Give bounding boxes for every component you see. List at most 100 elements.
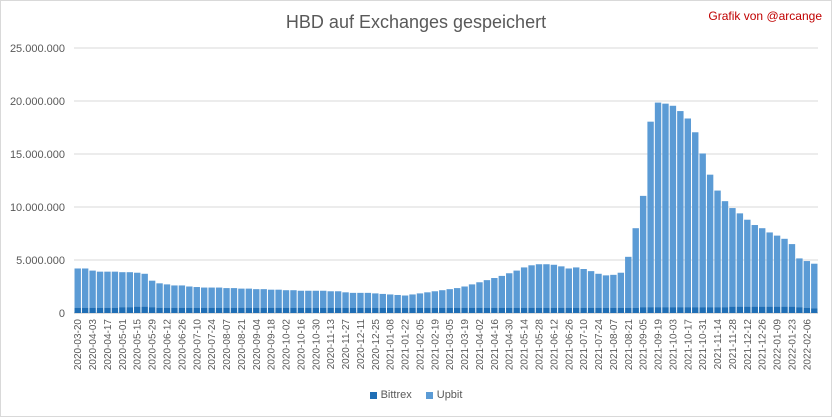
x-tick-label: 2021-01-08 [386, 319, 397, 371]
bar-upbit [439, 290, 446, 308]
bar-upbit [811, 263, 818, 309]
x-tick-label: 2021-06-26 [564, 319, 575, 371]
bar-upbit [498, 275, 505, 308]
bar-bittrex [773, 306, 781, 313]
bar-bittrex [461, 307, 468, 313]
bar-upbit [260, 289, 267, 308]
bar-upbit [238, 288, 245, 308]
bar-upbit [126, 272, 133, 308]
bar-bittrex [803, 307, 811, 313]
bar-bittrex [483, 307, 491, 313]
bar-upbit [267, 289, 275, 308]
bar-bittrex [498, 307, 505, 313]
bar-bittrex [699, 307, 706, 313]
bar-bittrex [119, 307, 126, 313]
x-tick-label: 2020-05-01 [118, 319, 129, 371]
bar-bittrex [320, 307, 327, 313]
bar-upbit [111, 271, 119, 308]
x-tick-label: 2021-12-26 [758, 319, 769, 371]
bar-upbit [461, 286, 468, 308]
x-tick-label: 2020-08-07 [222, 319, 233, 371]
bar-bittrex [297, 307, 305, 313]
bar-bittrex [148, 307, 156, 313]
x-tick-label: 2020-09-04 [252, 319, 263, 371]
bar-bittrex [513, 307, 520, 313]
bar-bittrex [431, 307, 439, 313]
bar-bittrex [267, 307, 275, 313]
bar-bittrex [126, 307, 133, 313]
bar-bittrex [617, 307, 625, 313]
bar-bittrex [186, 307, 193, 313]
bar-bittrex [714, 307, 721, 313]
x-tick-label: 2021-04-30 [505, 319, 516, 371]
x-tick-label: 2021-09-19 [654, 319, 665, 371]
bar-upbit [796, 258, 803, 308]
bar-bittrex [632, 307, 639, 313]
bar-bittrex [387, 307, 394, 313]
bar-bittrex [89, 307, 96, 313]
bar-upbit [714, 190, 721, 308]
bar-bittrex [729, 306, 736, 313]
bar-upbit [692, 132, 699, 308]
bar-upbit [580, 269, 587, 308]
bar-upbit [506, 273, 513, 308]
bar-bittrex [141, 306, 148, 313]
x-tick-label: 2020-12-11 [356, 319, 367, 370]
bar-upbit [617, 272, 625, 308]
bar-upbit [424, 292, 431, 308]
legend-label-bittrex: Bittrex [380, 389, 412, 401]
bar-bittrex [409, 307, 416, 313]
bar-upbit [431, 291, 439, 308]
legend-item-bittrex: Bittrex [369, 389, 412, 401]
x-tick-label: 2020-07-24 [207, 319, 218, 371]
bar-bittrex [81, 307, 89, 313]
bar-bittrex [223, 307, 230, 313]
x-tick-label: 2021-05-14 [520, 319, 531, 371]
bar-bittrex [74, 307, 81, 313]
x-tick-label: 2021-10-03 [668, 319, 679, 371]
bar-upbit [401, 295, 409, 308]
bar-upbit [632, 228, 639, 308]
bar-upbit [759, 228, 766, 307]
bar-bittrex [602, 307, 610, 313]
bar-bittrex [744, 306, 751, 313]
bar-bittrex [476, 307, 483, 313]
bar-bittrex [290, 307, 297, 313]
bar-upbit [327, 291, 334, 308]
bar-bittrex [379, 307, 386, 313]
bar-bittrex [692, 307, 699, 313]
bar-bittrex [156, 307, 163, 313]
bar-bittrex [163, 307, 171, 313]
bar-upbit [379, 293, 386, 308]
x-tick-label: 2021-08-07 [609, 319, 620, 371]
bar-bittrex [766, 306, 773, 313]
x-tick-label: 2021-04-16 [490, 319, 501, 371]
x-tick-label: 2020-04-03 [88, 319, 99, 371]
bar-bittrex [178, 307, 186, 313]
bar-upbit [729, 208, 736, 307]
x-tick-label: 2021-02-19 [430, 319, 441, 371]
bar-upbit [453, 288, 461, 308]
bar-upbit [141, 273, 148, 307]
bar-bittrex [781, 306, 788, 313]
bar-upbit [669, 105, 677, 308]
x-tick-label: 2020-03-20 [73, 319, 84, 371]
bar-bittrex [706, 307, 714, 313]
bar-bittrex [364, 307, 372, 313]
x-tick-label: 2021-10-31 [698, 319, 709, 371]
bar-upbit [74, 268, 81, 308]
bar-upbit [721, 201, 729, 308]
bar-bittrex [111, 307, 119, 313]
bar-bittrex [520, 307, 528, 313]
bar-upbit [349, 292, 357, 308]
bar-upbit [744, 219, 751, 307]
bar-bittrex [580, 307, 587, 313]
x-tick-label: 2021-03-05 [445, 319, 456, 371]
bar-upbit [208, 287, 215, 308]
bar-bittrex [647, 307, 654, 313]
x-tick-label: 2020-09-18 [267, 319, 278, 371]
bar-upbit [148, 280, 156, 308]
bar-bittrex [349, 307, 357, 313]
bar-upbit [773, 235, 781, 307]
bar-upbit [320, 290, 327, 308]
